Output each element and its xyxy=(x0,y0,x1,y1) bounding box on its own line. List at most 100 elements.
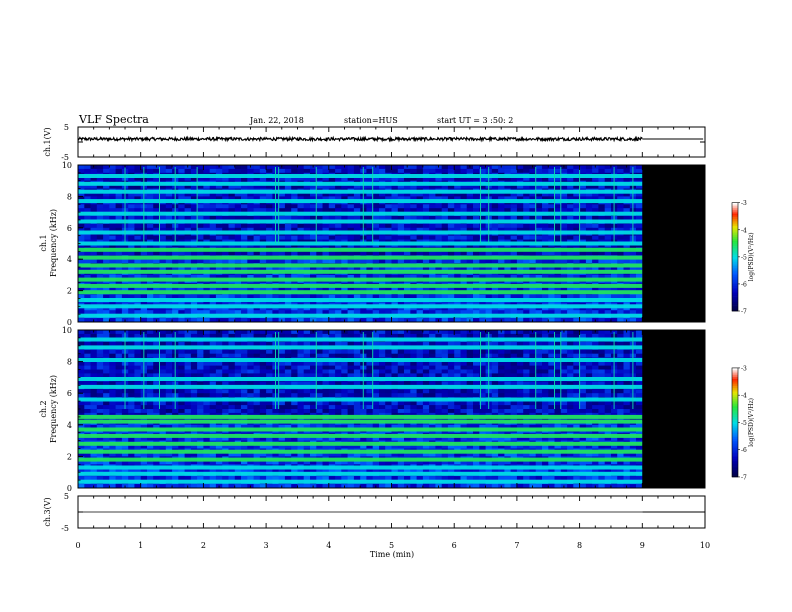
ch1-waveform-trace xyxy=(77,126,705,158)
spectrogram-cell xyxy=(134,192,142,197)
spectrogram-cell xyxy=(604,310,612,315)
spectrogram-cell xyxy=(573,223,580,229)
spectrogram-cell xyxy=(96,227,104,233)
spectrogram-cell xyxy=(147,369,154,374)
spectrogram-cell xyxy=(297,223,305,229)
spectrogram-cell xyxy=(535,223,543,229)
spectrogram-cell xyxy=(473,369,480,374)
spectrogram-cell xyxy=(573,208,580,213)
spectrogram-cell xyxy=(84,223,91,229)
spectrogram-cell xyxy=(479,176,486,182)
colorbar-segment xyxy=(732,292,738,296)
spectrogram-cell xyxy=(303,369,311,374)
spectrogram-cell xyxy=(259,333,267,339)
spectrogram-cell xyxy=(554,333,562,339)
spectrogram-cell xyxy=(184,216,192,221)
spectrogram-cell xyxy=(535,192,543,197)
spectrogram-cell xyxy=(573,318,580,323)
spectrogram-cell xyxy=(560,341,568,347)
spectrogram-cell xyxy=(335,381,342,386)
colorbar-segment xyxy=(732,301,738,305)
spectrogram-cell xyxy=(491,361,499,366)
spectrogram-cell xyxy=(84,349,91,355)
spectrogram-cell xyxy=(479,227,486,233)
spectrogram-cell xyxy=(504,176,512,182)
spectrogram-cell xyxy=(504,330,512,335)
spectrogram-cell xyxy=(510,330,518,335)
spectrogram-cell xyxy=(147,196,154,201)
spectrogram-cell xyxy=(636,223,643,229)
spectrogram-cell xyxy=(165,192,173,197)
spectrogram-cell xyxy=(78,318,85,323)
spectrogram-cell xyxy=(554,251,562,256)
spectrogram-cell xyxy=(460,361,468,366)
spectrogram-cell xyxy=(479,353,486,359)
spectrogram-cell xyxy=(416,286,424,291)
colorbar-segment xyxy=(732,226,738,229)
spectrogram-cell xyxy=(165,349,173,355)
spectrogram-cell xyxy=(579,369,587,374)
spectrogram-cell xyxy=(203,251,211,256)
spectrogram-cell xyxy=(391,274,399,280)
spectrogram-cell xyxy=(341,361,348,366)
spectrogram-cell xyxy=(84,353,91,359)
spectrogram-cell xyxy=(90,349,98,355)
spectrogram-cell xyxy=(629,294,637,299)
spectrogram-cell xyxy=(410,259,417,264)
spectrogram-cell xyxy=(573,274,580,280)
spectrogram-cell xyxy=(516,267,524,272)
spectrogram-cell xyxy=(178,165,185,170)
spectrogram-cell xyxy=(391,168,399,174)
colorbar-tick-label: -7 xyxy=(741,309,747,316)
spectrogram-cell xyxy=(322,333,330,339)
spectrogram-cell xyxy=(184,235,192,240)
spectrogram-cell xyxy=(109,223,116,229)
spectrogram-cell xyxy=(222,353,229,359)
spectrogram-cell xyxy=(617,196,624,201)
spectrogram-cell xyxy=(542,353,549,359)
spectrogram-cell xyxy=(454,365,461,370)
spectrogram-cell xyxy=(303,353,311,359)
spectrogram-cell xyxy=(241,165,248,170)
spectrogram-cell xyxy=(441,208,449,213)
spectrogram-cell xyxy=(542,267,549,272)
colorbar-segment xyxy=(732,265,738,268)
spectrogram-cell xyxy=(504,373,512,378)
spectrogram-cell xyxy=(303,330,311,335)
spectrogram-cell xyxy=(128,310,135,315)
spectrogram-cell xyxy=(197,168,204,174)
spectrogram-cell xyxy=(90,310,98,315)
spectrogram-cell xyxy=(441,216,449,221)
spectrogram-cell xyxy=(203,353,211,359)
spectrogram-cell xyxy=(316,381,323,386)
spectrogram-cell xyxy=(404,373,411,378)
spectrogram-cell xyxy=(241,381,248,386)
spectrogram-cell xyxy=(310,208,317,213)
spectrogram-cell xyxy=(516,243,524,248)
spectrogram-cell xyxy=(447,294,455,299)
spectrogram-cell xyxy=(379,353,386,359)
spectrogram-cell xyxy=(303,318,311,323)
spectrogram-cell xyxy=(96,274,104,280)
spectrogram-cell xyxy=(234,306,242,311)
spectrogram-cell xyxy=(466,353,474,359)
spectrogram-cell xyxy=(592,243,599,248)
spectrogram-cell xyxy=(447,216,455,221)
spectrogram-cell xyxy=(548,274,555,280)
spectrogram-cell xyxy=(573,333,580,339)
spectrogram-cell xyxy=(554,294,562,299)
spectrogram-cell xyxy=(310,243,317,248)
spectrogram-cell xyxy=(328,267,336,272)
spectrogram-cell xyxy=(510,227,518,233)
spectrogram-cell xyxy=(429,341,436,347)
spectrogram-cell xyxy=(128,223,135,229)
spectrogram-cell xyxy=(115,165,123,170)
spectrogram-cell xyxy=(498,274,505,280)
spectrogram-cell xyxy=(535,369,543,374)
spectrogram-cell xyxy=(560,216,568,221)
spectrogram-cell xyxy=(416,192,424,197)
colorbar-segment xyxy=(732,294,738,297)
spectrogram-cell xyxy=(159,165,167,170)
spectrogram-cell xyxy=(598,369,606,374)
spectrogram-cell xyxy=(328,165,336,170)
